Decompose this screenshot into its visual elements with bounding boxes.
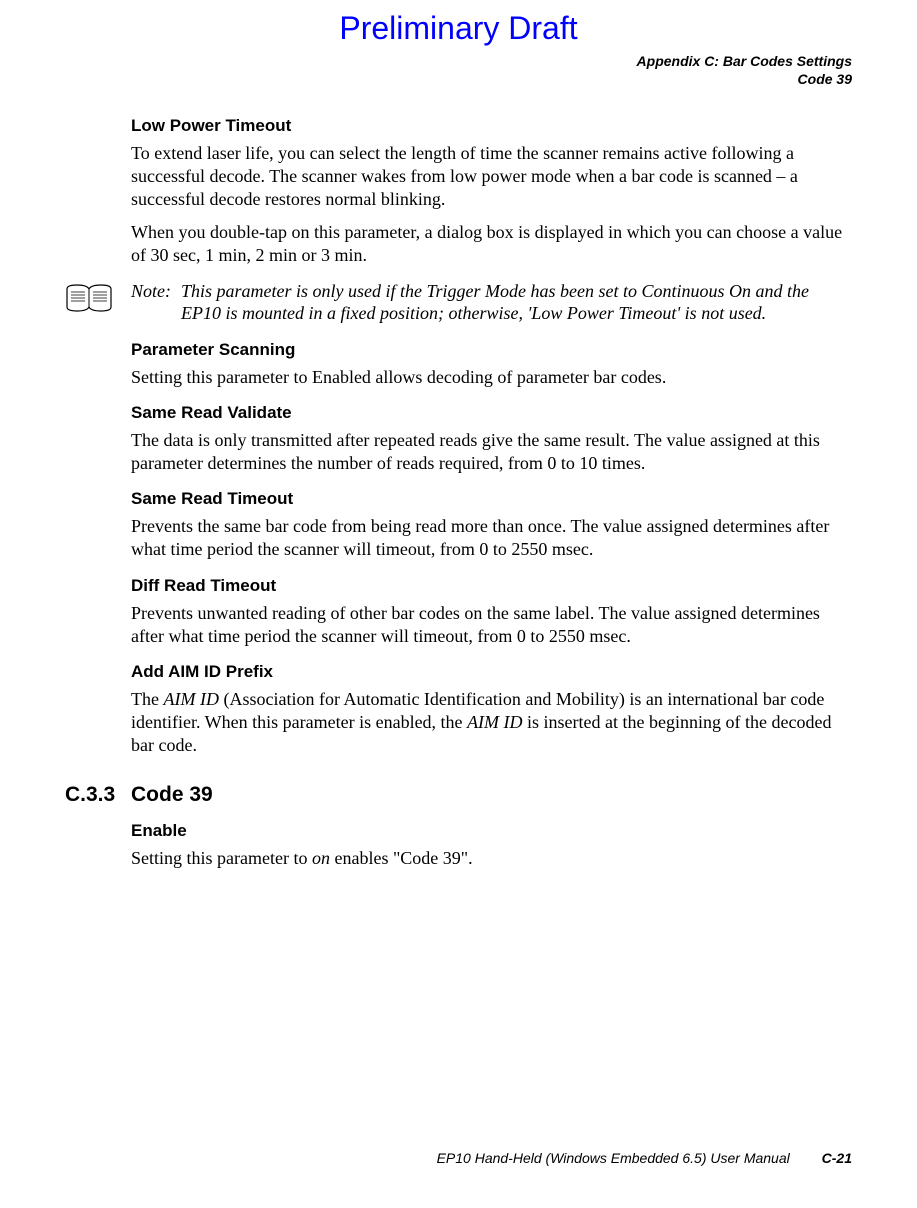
aim-p1b: AIM ID: [163, 689, 218, 709]
heading-low-power-timeout: Low Power Timeout: [131, 116, 852, 136]
text-parameter-scanning: Setting this parameter to Enabled allows…: [131, 366, 852, 389]
content-block-2: Parameter Scanning Setting this paramete…: [131, 340, 852, 756]
text-same-read-validate: The data is only transmitted after repea…: [131, 429, 852, 475]
heading-add-aim-id-prefix: Add AIM ID Prefix: [131, 662, 852, 682]
footer: EP10 Hand-Held (Windows Embedded 6.5) Us…: [437, 1150, 852, 1166]
note-block: Note:This parameter is only used if the …: [65, 281, 852, 324]
heading-diff-read-timeout: Diff Read Timeout: [131, 576, 852, 596]
aim-p1d: AIM ID: [467, 712, 522, 732]
text-low-power-timeout-p2: When you double-tap on this parameter, a…: [131, 221, 852, 267]
heading-same-read-validate: Same Read Validate: [131, 403, 852, 423]
page: Preliminary Draft Appendix C: Bar Codes …: [0, 0, 917, 1208]
footer-text: EP10 Hand-Held (Windows Embedded 6.5) Us…: [437, 1150, 790, 1166]
appendix-header: Appendix C: Bar Codes Settings Code 39: [65, 53, 852, 88]
note-label: Note:: [131, 281, 181, 303]
section-title: Code 39: [131, 783, 213, 807]
book-icon: [65, 283, 113, 313]
note-icon-wrap: [65, 281, 131, 313]
note-body: This parameter is only used if the Trigg…: [181, 281, 846, 324]
text-add-aim-id-prefix: The AIM ID (Association for Automatic Id…: [131, 688, 852, 757]
heading-same-read-timeout: Same Read Timeout: [131, 489, 852, 509]
text-diff-read-timeout: Prevents unwanted reading of other bar c…: [131, 602, 852, 648]
content-block: Low Power Timeout To extend laser life, …: [131, 116, 852, 267]
text-same-read-timeout: Prevents the same bar code from being re…: [131, 515, 852, 561]
text-enable: Setting this parameter to on enables "Co…: [131, 847, 852, 870]
aim-p1a: The: [131, 689, 163, 709]
section-code39: C.3.3 Code 39: [65, 783, 852, 807]
enable-a: Setting this parameter to: [131, 848, 312, 868]
appendix-line1: Appendix C: Bar Codes Settings: [65, 53, 852, 71]
content-block-3: Enable Setting this parameter to on enab…: [131, 821, 852, 870]
enable-c: enables "Code 39".: [330, 848, 473, 868]
appendix-line2: Code 39: [65, 71, 852, 89]
text-low-power-timeout-p1: To extend laser life, you can select the…: [131, 142, 852, 211]
section-number: C.3.3: [65, 783, 131, 807]
heading-enable: Enable: [131, 821, 852, 841]
preliminary-draft-header: Preliminary Draft: [65, 10, 852, 47]
note-text: Note:This parameter is only used if the …: [131, 281, 852, 324]
enable-b: on: [312, 848, 330, 868]
footer-page: C-21: [822, 1150, 852, 1166]
heading-parameter-scanning: Parameter Scanning: [131, 340, 852, 360]
